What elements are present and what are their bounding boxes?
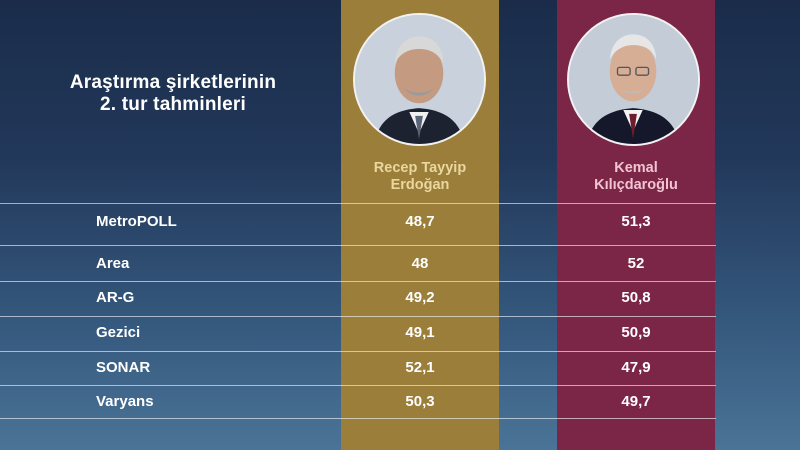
- pollster-label: Varyans: [96, 393, 154, 410]
- candidate-a-photo: [353, 13, 486, 146]
- candidate-b-photo: [567, 13, 700, 146]
- candidate-b-name-line-1: Kemal: [614, 160, 658, 176]
- portrait-a-graphic: [355, 15, 484, 144]
- pollster-label: Area: [96, 255, 130, 272]
- candidate-b-value: 51,3: [621, 213, 651, 230]
- pollster-label: MetroPOLL: [96, 213, 177, 230]
- row-separator: [0, 281, 716, 282]
- row-separator: [0, 316, 716, 317]
- row-separator: [0, 203, 716, 204]
- candidate-a-value: 48,7: [405, 213, 435, 230]
- candidate-a-value: 50,3: [405, 393, 435, 410]
- pollster-label: SONAR: [96, 359, 151, 376]
- candidate-b-value: 47,9: [621, 359, 651, 376]
- candidate-a-name-line-2: Erdoğan: [390, 177, 450, 193]
- candidate-b-value: 50,8: [621, 289, 651, 306]
- row-separator: [0, 418, 716, 419]
- candidate-b-value: 50,9: [621, 324, 651, 341]
- candidate-b-name: Kemal Kılıçdaroğlu: [557, 160, 715, 194]
- row-separator: [0, 385, 716, 386]
- candidate-b-value: 49,7: [621, 393, 651, 410]
- row-separator: [0, 351, 716, 352]
- candidate-a-value: 49,2: [405, 289, 435, 306]
- row-separator: [0, 245, 716, 246]
- candidate-a-value: 48: [411, 255, 429, 272]
- candidate-a-name-line-1: Recep Tayyip: [373, 160, 467, 176]
- candidate-b-value: 52: [627, 255, 645, 272]
- pollster-label: Gezici: [96, 324, 141, 341]
- portrait-b-graphic: [569, 15, 698, 144]
- candidate-b-name-line-2: Kılıçdaroğlu: [594, 177, 678, 193]
- title-line-1: Araştırma şirketlerinin: [69, 72, 277, 93]
- candidate-a-value: 49,1: [405, 324, 435, 341]
- title-line-2: 2. tur tahminleri: [100, 94, 246, 115]
- pollster-label: AR-G: [96, 289, 135, 306]
- candidate-a-name: Recep Tayyip Erdoğan: [341, 160, 499, 194]
- chart-title: Araştırma şirketlerinin 2. tur tahminler…: [28, 72, 318, 116]
- candidate-a-value: 52,1: [405, 359, 435, 376]
